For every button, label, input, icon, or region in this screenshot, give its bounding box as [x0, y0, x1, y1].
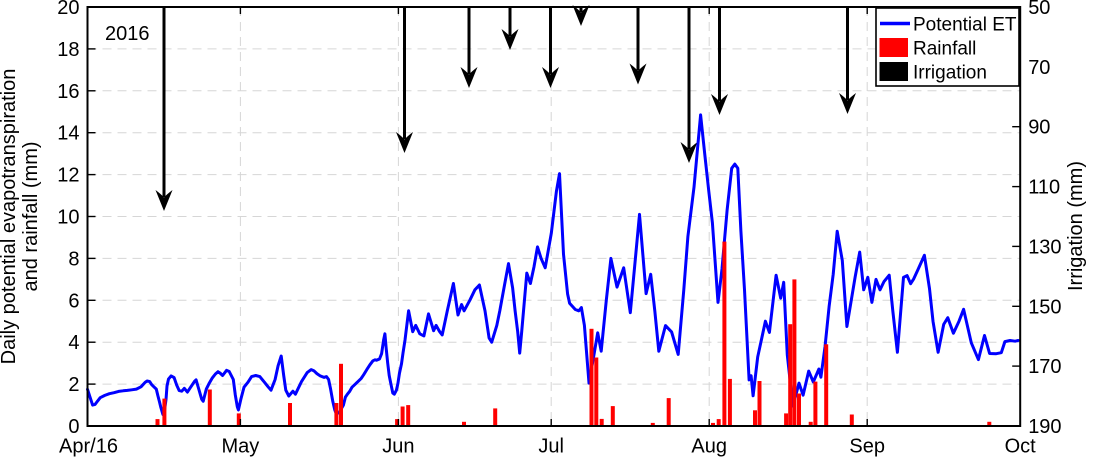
svg-text:Irrigation: Irrigation	[913, 63, 987, 84]
svg-text:70: 70	[1028, 57, 1050, 79]
svg-text:110: 110	[1028, 177, 1060, 199]
svg-text:6: 6	[68, 290, 79, 312]
svg-text:130: 130	[1028, 236, 1061, 258]
svg-text:14: 14	[57, 123, 79, 145]
svg-text:Apr/16: Apr/16	[59, 436, 118, 458]
svg-text:4: 4	[68, 332, 79, 354]
svg-text:May: May	[222, 436, 260, 458]
svg-text:0: 0	[68, 416, 79, 438]
svg-text:Jun: Jun	[382, 436, 414, 458]
svg-text:8: 8	[68, 248, 79, 270]
svg-text:50: 50	[1028, 0, 1050, 19]
svg-text:Oct: Oct	[1005, 436, 1037, 458]
svg-text:150: 150	[1028, 296, 1061, 318]
svg-text:Aug: Aug	[691, 436, 727, 458]
svg-text:Jul: Jul	[538, 436, 564, 458]
svg-text:16: 16	[57, 81, 79, 103]
svg-text:170: 170	[1028, 356, 1061, 378]
svg-text:Rainfall: Rainfall	[913, 39, 976, 60]
svg-text:12: 12	[57, 165, 79, 187]
svg-text:Sep: Sep	[849, 436, 885, 458]
svg-text:2016: 2016	[105, 23, 150, 45]
svg-text:Irrigation (mm): Irrigation (mm)	[1065, 161, 1087, 291]
svg-text:10: 10	[57, 207, 79, 229]
svg-text:90: 90	[1028, 117, 1050, 139]
svg-text:Potential ET: Potential ET	[913, 15, 1017, 36]
svg-text:190: 190	[1028, 416, 1061, 438]
svg-text:Daily potential evapotranspira: Daily potential evapotranspiration	[0, 69, 20, 365]
svg-text:and rainfall (mm): and rainfall (mm)	[20, 141, 42, 291]
svg-text:2: 2	[68, 374, 79, 396]
svg-text:20: 20	[57, 0, 79, 19]
svg-text:18: 18	[57, 39, 79, 61]
